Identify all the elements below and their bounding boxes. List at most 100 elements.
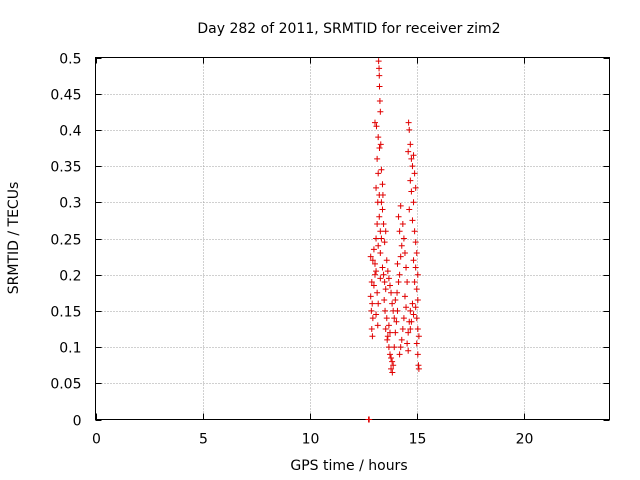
data-point — [413, 286, 420, 293]
data-point — [383, 315, 390, 322]
data-point — [376, 145, 383, 151]
x-tick-label: 0 — [92, 432, 101, 448]
data-point — [369, 333, 376, 340]
data-point — [413, 340, 420, 347]
data-point — [373, 184, 380, 191]
data-point — [376, 97, 383, 104]
data-point — [379, 181, 386, 188]
data-point — [401, 293, 408, 300]
data-point — [391, 344, 398, 351]
data-point — [396, 228, 403, 235]
data-point — [392, 329, 399, 336]
data-point — [410, 257, 417, 264]
data-point — [376, 83, 383, 90]
y-tick-label: 0.5 — [59, 52, 81, 68]
data-point — [400, 235, 407, 242]
data-point — [384, 333, 391, 340]
data-point — [368, 278, 375, 285]
data-point — [371, 119, 378, 126]
data-point — [376, 213, 383, 220]
x-tick-label: 15 — [409, 432, 427, 448]
data-point — [394, 260, 401, 267]
data-point — [400, 315, 407, 322]
data-point — [406, 126, 413, 133]
data-point — [374, 221, 381, 228]
data-point — [408, 188, 415, 195]
data-point — [375, 300, 382, 307]
data-point — [369, 300, 376, 307]
data-point — [397, 253, 404, 260]
data-point — [403, 304, 410, 311]
data-point — [376, 72, 383, 79]
data-point — [389, 358, 396, 365]
data-point — [369, 257, 376, 264]
data-point — [406, 206, 413, 213]
data-point — [377, 275, 384, 282]
data-point — [381, 297, 388, 304]
data-point — [370, 246, 377, 253]
data-point — [389, 369, 396, 376]
data-point — [373, 268, 380, 275]
data-point — [384, 336, 391, 343]
data-point — [394, 289, 401, 296]
data-point — [407, 177, 414, 184]
data-point — [401, 249, 408, 256]
data-point — [410, 311, 417, 318]
data-point — [388, 365, 395, 372]
data-point — [405, 148, 412, 155]
data-point — [386, 282, 393, 289]
data-point — [396, 271, 403, 278]
data-point — [375, 58, 382, 65]
data-point — [373, 123, 380, 130]
data-point — [403, 264, 410, 271]
data-point — [392, 297, 399, 304]
data-point — [393, 318, 400, 325]
data-point — [375, 170, 382, 177]
data-point — [368, 307, 375, 314]
data-point — [377, 228, 384, 235]
data-point — [385, 344, 392, 351]
y-tick-label: 0.3 — [59, 196, 81, 212]
data-point — [412, 304, 419, 311]
data-point — [414, 326, 421, 332]
data-point — [380, 271, 387, 278]
data-point — [404, 340, 411, 347]
data-point — [376, 192, 383, 199]
data-point — [379, 264, 386, 271]
data-point — [409, 217, 416, 224]
data-point — [411, 170, 418, 177]
data-point — [411, 278, 418, 285]
data-point — [389, 300, 396, 307]
y-tick-label: 0.2 — [59, 269, 81, 285]
data-point — [410, 199, 417, 206]
axis-ticks: 0 5 10 15 20 0 0.05 0.1 0.15 0.2 0.25 0.3 0.35 0.4 0.4… — [50, 52, 610, 448]
data-point — [378, 235, 385, 242]
data-point — [405, 347, 412, 354]
data-point — [381, 239, 388, 246]
data-point — [395, 278, 402, 285]
data-point — [377, 141, 384, 148]
data-point — [374, 155, 381, 162]
data-point — [385, 322, 392, 329]
data-point — [368, 326, 375, 332]
plot-frame — [95, 57, 610, 420]
data-point — [398, 242, 405, 249]
data-point — [399, 221, 406, 228]
data-point — [391, 315, 398, 322]
y-tick-label: 0.05 — [50, 377, 81, 393]
data-point — [367, 293, 374, 300]
data-point — [404, 278, 411, 285]
x-axis-label: GPS time / hours — [290, 458, 407, 474]
data-point — [375, 134, 382, 141]
data-point — [399, 326, 406, 332]
data-point — [414, 271, 421, 278]
data-point — [411, 228, 418, 235]
data-point — [408, 318, 415, 325]
y-tick-label: 0.45 — [50, 88, 81, 104]
data-point — [374, 322, 381, 329]
data-point — [415, 333, 422, 340]
data-point — [409, 300, 416, 307]
data-point — [371, 271, 378, 278]
